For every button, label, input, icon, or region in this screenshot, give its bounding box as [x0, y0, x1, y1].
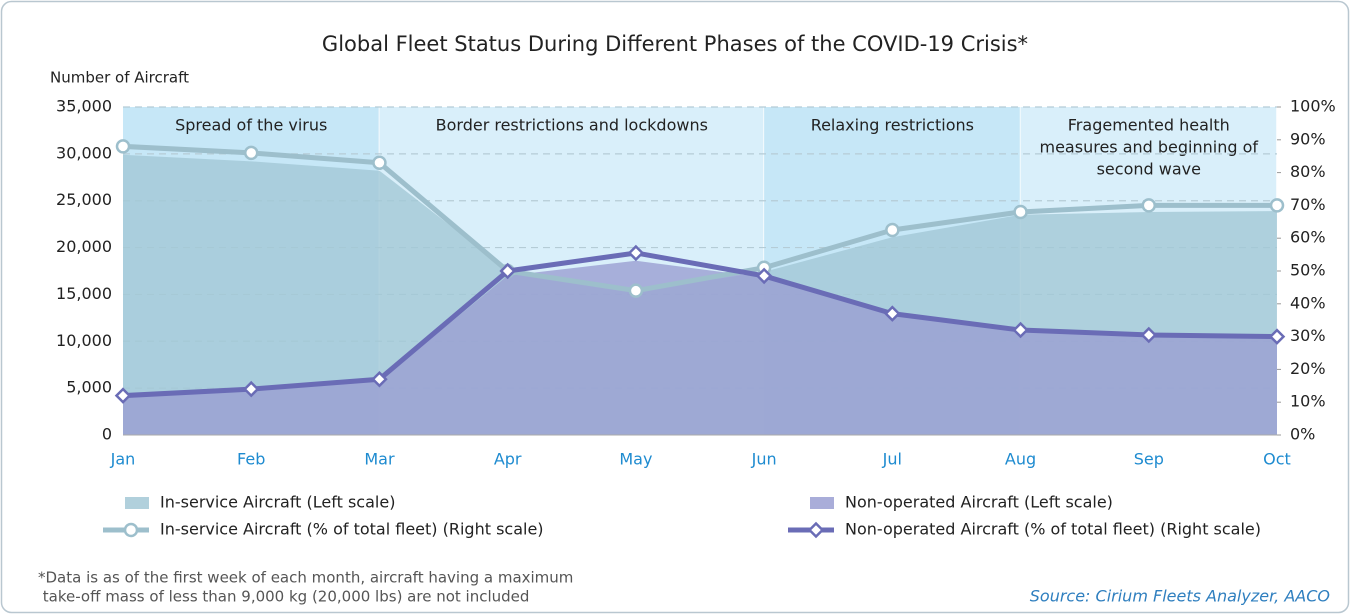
y2-tick-label: 90% [1290, 129, 1326, 148]
line [122, 250, 1278, 399]
x-tick-label: Apr [494, 450, 522, 469]
y2-tick-label: 30% [1290, 326, 1326, 345]
y2-tick-label: 40% [1290, 293, 1326, 312]
y-tick-label: 30,000 [56, 143, 112, 162]
x-tick-label: Feb [237, 450, 265, 469]
marker [499, 262, 516, 280]
phase-label: measures and beginning of [1040, 138, 1259, 157]
source: Source: Cirium Fleets Analyzer, AACO [1030, 587, 1330, 606]
marker [628, 283, 644, 298]
y-tick-label: 35,000 [56, 97, 112, 116]
y2-tick-label: 60% [1290, 228, 1326, 247]
x-tick-label: Jul [882, 450, 902, 469]
marker [1268, 328, 1286, 345]
legend-swatch [810, 497, 834, 509]
x-tick-label: May [619, 450, 652, 469]
x-tick-label: Jan [110, 450, 136, 469]
x-tick-label: Mar [364, 450, 395, 469]
y2-tick-label: 50% [1290, 261, 1326, 280]
y2-tick-label: 0% [1290, 425, 1315, 444]
y2-tick-label: 10% [1290, 392, 1326, 411]
marker [1141, 198, 1157, 213]
phase-label: second wave [1097, 160, 1201, 179]
chart-title: Global Fleet Status During Different Pha… [322, 32, 1028, 56]
x-tick-label: Jun [751, 450, 777, 469]
legend-label: In-service Aircraft (% of total fleet) (… [160, 520, 544, 539]
marker [371, 370, 388, 388]
y-tick-label: 20,000 [56, 237, 112, 256]
legend-label: Non-operated Aircraft (% of total fleet)… [845, 520, 1261, 539]
y2-tick-label: 80% [1290, 162, 1326, 181]
marker [807, 521, 825, 539]
phase-label: Border restrictions and lockdowns [436, 116, 708, 135]
marker [755, 267, 773, 285]
legend-label: In-service Aircraft (Left scale) [160, 493, 395, 512]
y-tick-label: 5,000 [66, 378, 112, 397]
marker [242, 380, 260, 398]
marker [627, 244, 645, 262]
y-tick-label: 10,000 [56, 331, 112, 350]
y-tick-label: 15,000 [56, 284, 112, 303]
marker [114, 387, 132, 404]
y2-tick-label: 100% [1290, 97, 1336, 116]
area [123, 260, 1277, 435]
marker [115, 139, 131, 154]
marker [1140, 326, 1158, 344]
x-tick-label: Aug [1005, 450, 1036, 469]
y2-tick-label: 70% [1290, 195, 1326, 214]
marker [123, 522, 139, 538]
marker [885, 222, 900, 238]
x-tick-label: Oct [1263, 450, 1291, 469]
y-tick-label: 25,000 [56, 190, 112, 209]
line [122, 143, 1277, 294]
marker [372, 155, 387, 171]
marker [884, 305, 901, 322]
footnote: take-off mass of less than 9,000 kg (20,… [38, 588, 529, 606]
marker [1269, 198, 1285, 213]
footnote: *Data is as of the first week of each mo… [38, 569, 573, 587]
marker [243, 145, 259, 161]
y-axis-label: Number of Aircraft [50, 69, 189, 87]
phase-label: Spread of the virus [175, 116, 327, 135]
legend-label: Non-operated Aircraft (Left scale) [845, 493, 1113, 512]
x-tick-label: Sep [1134, 450, 1164, 469]
phase-label: Relaxing restrictions [811, 116, 974, 135]
phase-label: Fragemented health [1068, 116, 1230, 135]
y2-tick-label: 20% [1290, 359, 1326, 378]
legend-swatch [125, 497, 149, 509]
marker [1013, 204, 1028, 220]
y-tick-label: 0 [102, 425, 112, 444]
marker [1012, 321, 1029, 339]
